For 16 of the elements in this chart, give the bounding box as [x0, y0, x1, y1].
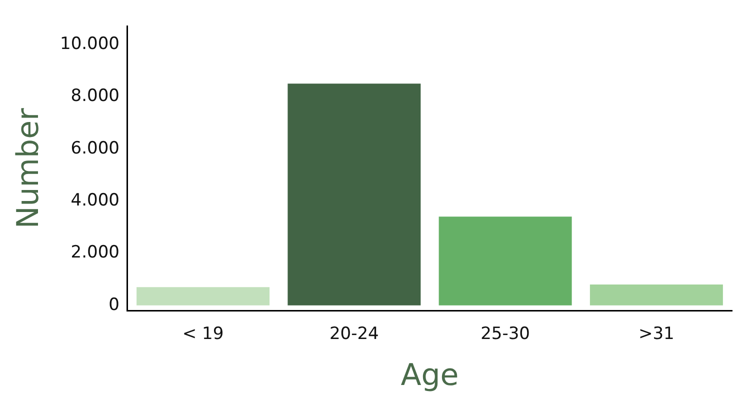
y-tick-label: 0: [108, 294, 120, 315]
y-tick-label: 4.000: [70, 190, 120, 210]
y-tick-label: 10.000: [60, 34, 120, 54]
y-tick-label: 6.000: [70, 138, 120, 158]
x-tick-label: 25-30: [480, 324, 530, 344]
y-tick-label: 8.000: [70, 86, 120, 106]
x-axis-title: Age: [400, 358, 459, 393]
bar: [288, 84, 421, 306]
bar: [590, 284, 723, 306]
x-tick-label: 20-24: [329, 324, 379, 344]
y-tick-label: 2.000: [70, 242, 120, 263]
y-axis-title: Number: [10, 107, 46, 229]
x-tick-label: < 19: [182, 324, 224, 344]
bar: [136, 287, 270, 306]
x-tick-label: >31: [638, 324, 674, 344]
bar: [438, 216, 572, 306]
